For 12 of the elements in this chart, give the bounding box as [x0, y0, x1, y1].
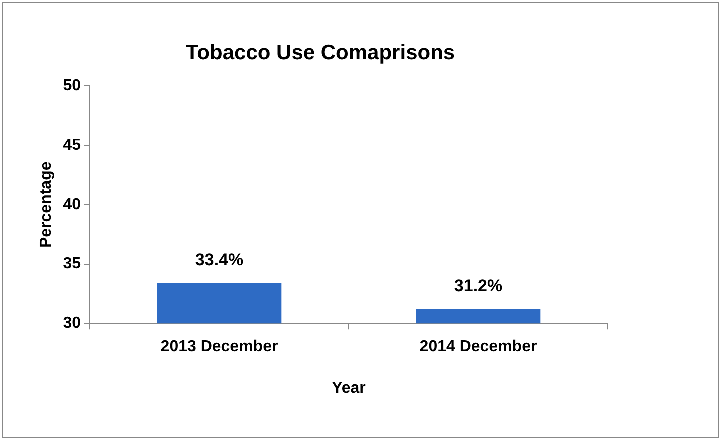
- data-label: 33.4%: [195, 250, 244, 270]
- y-tick-label: 50: [63, 78, 82, 95]
- chart-title: Tobacco Use Comaprisons: [186, 41, 456, 64]
- x-tick-label: 2014 December: [420, 338, 538, 356]
- y-tick-label: 40: [63, 196, 82, 214]
- data-label: 31.2%: [454, 276, 503, 296]
- y-tick-label: 30: [63, 315, 82, 332]
- x-axis-title: Year: [332, 380, 366, 397]
- x-tick-label: 2013 December: [160, 338, 278, 356]
- y-tick-label: 45: [63, 136, 82, 154]
- y-tick-label: 35: [63, 256, 82, 273]
- y-axis-title: Percentage: [38, 162, 56, 248]
